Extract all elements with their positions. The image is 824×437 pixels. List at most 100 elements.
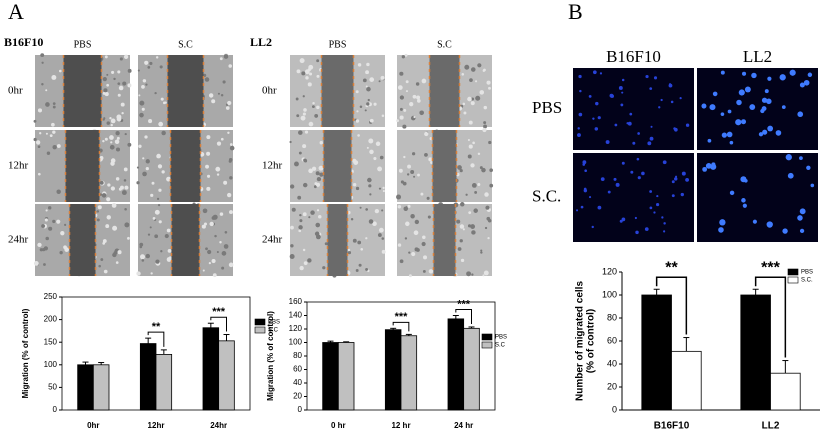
texture bbox=[381, 237, 385, 240]
texture bbox=[228, 64, 232, 68]
texture bbox=[483, 105, 488, 110]
cell bbox=[595, 101, 599, 106]
texture bbox=[315, 171, 320, 176]
texture bbox=[487, 236, 490, 240]
texture bbox=[416, 248, 420, 252]
texture bbox=[312, 105, 315, 109]
texture bbox=[364, 109, 367, 112]
texture bbox=[102, 118, 105, 121]
texture bbox=[115, 147, 121, 152]
texture bbox=[161, 130, 166, 136]
texture bbox=[105, 224, 110, 229]
texture bbox=[302, 95, 305, 98]
texture bbox=[486, 80, 491, 85]
texture bbox=[413, 230, 419, 236]
cell bbox=[621, 217, 626, 222]
texture bbox=[299, 265, 304, 271]
texture bbox=[219, 240, 222, 244]
texture bbox=[352, 183, 357, 187]
texture bbox=[368, 138, 374, 144]
texture bbox=[229, 143, 233, 146]
texture bbox=[313, 185, 317, 189]
cell-line-title: LL2 bbox=[250, 35, 272, 49]
wound-gap bbox=[167, 55, 204, 127]
texture bbox=[481, 167, 486, 173]
significance-bracket bbox=[655, 276, 688, 335]
texture bbox=[381, 114, 385, 118]
texture bbox=[119, 57, 123, 61]
texture bbox=[223, 180, 228, 185]
bar bbox=[322, 342, 339, 411]
texture bbox=[214, 234, 217, 238]
texture bbox=[115, 131, 120, 136]
texture bbox=[145, 167, 149, 171]
texture bbox=[206, 135, 211, 140]
texture bbox=[483, 121, 487, 125]
texture bbox=[99, 156, 104, 160]
texture bbox=[369, 77, 375, 82]
texture bbox=[464, 64, 470, 70]
texture bbox=[110, 161, 115, 166]
cell bbox=[764, 89, 769, 94]
texture bbox=[127, 68, 132, 73]
texture bbox=[298, 151, 302, 155]
texture bbox=[296, 69, 301, 74]
texture bbox=[463, 111, 467, 115]
cell bbox=[711, 162, 716, 167]
cell bbox=[663, 222, 666, 225]
cell bbox=[707, 138, 712, 143]
cell bbox=[736, 99, 742, 106]
cell bbox=[781, 105, 786, 109]
texture bbox=[110, 118, 116, 124]
texture bbox=[347, 251, 352, 255]
texture bbox=[462, 102, 466, 106]
texture bbox=[136, 166, 140, 169]
texture bbox=[485, 205, 490, 210]
texture bbox=[424, 152, 428, 157]
cell bbox=[592, 117, 595, 120]
texture bbox=[397, 205, 402, 209]
wound-gap bbox=[171, 204, 200, 276]
bar bbox=[155, 354, 173, 411]
cell bbox=[592, 70, 597, 75]
cell bbox=[668, 83, 673, 88]
texture bbox=[204, 77, 210, 82]
texture bbox=[408, 251, 411, 254]
texture bbox=[156, 197, 160, 201]
texture bbox=[164, 101, 167, 104]
cell bbox=[621, 161, 625, 165]
wound-gap bbox=[321, 55, 354, 127]
significance-label: *** bbox=[395, 311, 409, 323]
texture bbox=[106, 197, 111, 202]
texture bbox=[289, 253, 295, 259]
texture bbox=[302, 112, 306, 116]
cell bbox=[583, 188, 588, 193]
cell bbox=[588, 196, 592, 199]
texture bbox=[110, 141, 113, 144]
texture bbox=[212, 214, 218, 220]
cell bbox=[718, 227, 724, 233]
texture bbox=[360, 247, 364, 251]
texture bbox=[402, 124, 407, 129]
texture bbox=[157, 164, 163, 169]
texture bbox=[379, 155, 384, 160]
significance-label: *** bbox=[457, 298, 471, 310]
texture bbox=[366, 86, 371, 92]
cell bbox=[579, 89, 582, 93]
texture bbox=[39, 132, 42, 135]
cell bbox=[709, 104, 716, 111]
cell bbox=[629, 112, 633, 116]
texture bbox=[228, 262, 234, 268]
cell bbox=[787, 172, 794, 179]
texture bbox=[404, 53, 408, 57]
cell bbox=[656, 194, 659, 198]
texture bbox=[148, 119, 153, 124]
cell bbox=[749, 104, 756, 110]
cell bbox=[726, 131, 733, 138]
texture bbox=[410, 169, 415, 174]
texture bbox=[462, 228, 465, 231]
texture bbox=[41, 224, 46, 228]
legend-swatch bbox=[787, 276, 799, 284]
texture bbox=[308, 64, 314, 70]
texture bbox=[474, 190, 478, 194]
